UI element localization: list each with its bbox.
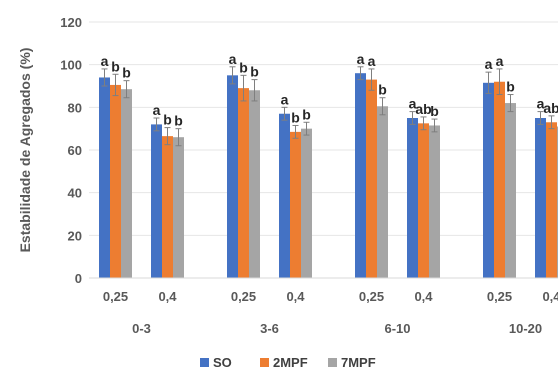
error-bars <box>101 66 555 147</box>
legend-label: 2MPF <box>273 355 308 370</box>
bar-7mpf <box>505 103 516 278</box>
bar-7mpf <box>301 128 312 278</box>
significance-letter: a <box>281 91 289 107</box>
legend-label: 7MPF <box>341 355 376 370</box>
x-axis-group-labels: 0-3 3-6 6-10 10-20 <box>132 321 542 336</box>
x-category-label: 0,4 <box>158 289 177 304</box>
significance-letter: a <box>485 56 493 72</box>
y-tick-label: 0 <box>75 271 82 286</box>
bar-2mpf <box>366 79 377 278</box>
significance-letter: a <box>496 53 504 69</box>
significance-letter: b <box>239 59 248 75</box>
x-category-label: 0,25 <box>231 289 256 304</box>
x-group-label: 10-20 <box>509 321 542 336</box>
bar-so <box>483 82 494 278</box>
y-tick-label: 20 <box>68 228 82 243</box>
bar-2mpf <box>110 84 121 278</box>
x-group-label: 3-6 <box>260 321 279 336</box>
bar-7mpf <box>173 137 184 278</box>
bar-so <box>355 73 366 278</box>
x-category-label: 0,4 <box>286 289 305 304</box>
legend-swatch-7mpf <box>328 358 337 367</box>
bar-so <box>151 124 162 279</box>
significance-letter: a <box>537 96 545 112</box>
bar-so <box>407 118 418 278</box>
significance-letter: b <box>291 109 300 125</box>
significance-letter: a <box>153 102 161 118</box>
significance-letter: a <box>368 53 376 69</box>
significance-letter: a <box>357 51 365 67</box>
significance-letter: b <box>111 58 120 74</box>
bar-2mpf <box>546 122 557 279</box>
significance-letter: b <box>506 79 515 95</box>
significance-letter: b <box>430 103 439 119</box>
significance-letter: a <box>409 96 417 112</box>
x-category-label: 0,4 <box>414 289 433 304</box>
legend-label: SO <box>213 355 232 370</box>
significance-letters: abbabbabbabbaabaabbaabaabb <box>101 51 558 129</box>
x-category-label: 0,25 <box>359 289 384 304</box>
bar-2mpf <box>418 123 429 278</box>
significance-letter: b <box>250 64 259 80</box>
x-axis-category-labels: 0,25 0,4 0,25 0,4 0,25 0,4 0,25 0,4 <box>103 289 558 304</box>
y-tick-label: 80 <box>68 100 82 115</box>
bar-7mpf <box>249 90 260 279</box>
y-tick-label: 40 <box>68 186 82 201</box>
bar-so <box>279 113 290 278</box>
significance-letter: ab <box>415 101 431 117</box>
y-tick-label: 60 <box>68 143 82 158</box>
y-axis-tick-labels: 0 20 40 60 80 100 120 <box>60 15 82 286</box>
significance-letter: ab <box>543 100 558 116</box>
bar-7mpf <box>429 125 440 278</box>
bar-so <box>99 77 110 278</box>
significance-letter: a <box>101 53 109 69</box>
y-axis-title: Estabilidade de Agregados (%) <box>17 48 33 253</box>
significance-letter: b <box>174 113 183 129</box>
bar-so <box>227 75 238 278</box>
bar-2mpf <box>238 88 249 278</box>
x-group-label: 6-10 <box>384 321 410 336</box>
bar-7mpf <box>377 106 388 279</box>
bar-so <box>535 118 546 278</box>
x-category-label: 0,4 <box>542 289 558 304</box>
legend: SO 2MPF 7MPF <box>200 355 376 370</box>
significance-letter: a <box>229 51 237 67</box>
significance-letter: b <box>122 65 131 81</box>
legend-swatch-so <box>200 358 209 367</box>
legend-swatch-2mpf <box>260 358 269 367</box>
x-group-label: 0-3 <box>132 321 151 336</box>
bar-2mpf <box>494 81 505 278</box>
y-tick-label: 100 <box>60 58 82 73</box>
significance-letter: b <box>302 106 311 122</box>
y-tick-label: 120 <box>60 15 82 30</box>
x-category-label: 0,25 <box>103 289 128 304</box>
x-category-label: 0,25 <box>487 289 512 304</box>
bar-series <box>99 73 558 279</box>
bar-2mpf <box>290 131 301 278</box>
bar-2mpf <box>162 136 173 278</box>
significance-letter: b <box>378 82 387 98</box>
significance-letter: b <box>163 112 172 128</box>
bar-7mpf <box>121 89 132 278</box>
